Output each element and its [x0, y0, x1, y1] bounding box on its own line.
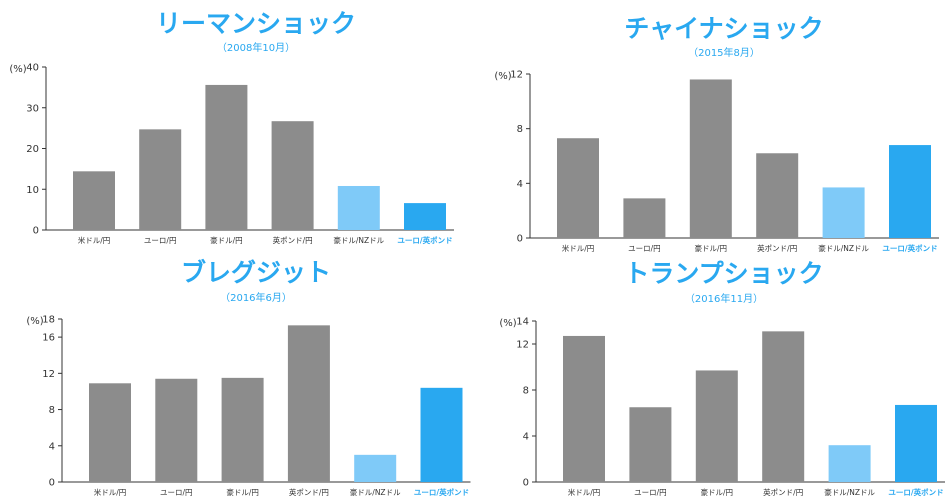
x-tick-label: 米ドル/円	[78, 235, 111, 245]
x-tick-label: 米ドル/円	[562, 243, 595, 253]
bar-4	[337, 185, 380, 230]
x-tick-label: ユーロ/英ポンド	[888, 487, 943, 497]
bar-2	[695, 370, 738, 482]
x-tick-label: 米ドル/円	[94, 487, 127, 497]
y-axis-unit-label: (%)	[494, 71, 511, 82]
bar-3	[756, 153, 799, 238]
x-tick-label: 英ポンド/円	[763, 487, 803, 497]
bar-1	[139, 129, 182, 230]
x-tick-label: 豪ドル/NZドル	[824, 487, 875, 497]
y-tick-label: 8	[49, 405, 55, 416]
y-tick-label: 12	[516, 340, 529, 351]
y-tick-label: 20	[26, 144, 39, 155]
y-axis-unit-label: (%)	[9, 64, 26, 75]
y-tick-label: 30	[26, 103, 39, 114]
x-tick-label: ユーロ/英ポンド	[397, 235, 452, 245]
bar-0	[557, 138, 599, 238]
bar-3	[271, 121, 314, 230]
chart-title: トランプショック	[624, 259, 823, 288]
x-tick-label: 英ポンド/円	[273, 235, 313, 245]
y-tick-label: 12	[42, 369, 55, 380]
y-tick-label: 18	[42, 315, 55, 326]
x-tick-label: ユーロ/英ポンド	[882, 243, 937, 253]
bar-0	[563, 335, 605, 482]
bar-3	[287, 325, 330, 482]
x-tick-label: ユーロ/円	[144, 236, 177, 245]
bar-1	[629, 407, 672, 482]
y-tick-label: 8	[517, 124, 523, 135]
y-tick-label: 0	[523, 478, 529, 489]
bar-5	[404, 203, 446, 230]
y-tick-label: 0	[517, 234, 523, 245]
bar-4	[354, 454, 397, 482]
x-tick-label: 豪ドル/NZドル	[333, 235, 384, 245]
bar-4	[822, 187, 865, 238]
x-tick-label: 英ポンド/円	[757, 243, 797, 253]
x-tick-label: ユーロ/英ポンド	[414, 487, 469, 497]
y-tick-label: 0	[33, 226, 39, 237]
bar-5	[420, 387, 463, 482]
bar-5	[895, 404, 937, 482]
x-tick-label: 豪ドル/円	[210, 235, 243, 245]
x-tick-label: 豪ドル/NZドル	[818, 243, 869, 253]
y-tick-label: 10	[26, 185, 39, 196]
x-tick-label: ユーロ/円	[160, 488, 193, 497]
x-tick-label: 豪ドル/NZドル	[350, 487, 401, 497]
y-tick-label: 14	[516, 317, 529, 328]
x-tick-label: ユーロ/円	[628, 244, 661, 253]
chart-title: ブレグジット	[181, 258, 331, 287]
y-tick-label: 8	[523, 386, 529, 397]
x-tick-label: 米ドル/円	[568, 487, 601, 497]
x-tick-label: 豪ドル/円	[695, 243, 728, 253]
bar-0	[73, 171, 115, 230]
y-tick-label: 12	[510, 70, 523, 81]
chart-title: リーマンショック	[156, 9, 356, 38]
bar-2	[221, 377, 264, 482]
y-tick-label: 40	[26, 63, 39, 74]
y-axis-unit-label: (%)	[26, 316, 43, 327]
bar-4	[828, 445, 871, 482]
x-tick-label: 豪ドル/円	[701, 487, 734, 497]
chart-title: チャイナショック	[624, 14, 823, 43]
bar-5	[889, 145, 931, 238]
y-tick-label: 16	[42, 333, 55, 344]
y-tick-label: 4	[523, 432, 529, 443]
bar-1	[623, 198, 666, 238]
x-tick-label: 豪ドル/円	[226, 487, 259, 497]
x-tick-label: ユーロ/円	[634, 488, 667, 497]
chart-subtitle: （2008年10月）	[217, 41, 295, 54]
bar-1	[155, 378, 198, 482]
bar-2	[689, 79, 732, 238]
bar-2	[205, 84, 248, 231]
x-tick-label: 英ポンド/円	[289, 487, 329, 497]
y-axis-unit-label: (%)	[499, 318, 516, 329]
y-tick-label: 0	[49, 478, 55, 489]
chart-subtitle: （2015年8月）	[688, 46, 760, 59]
y-tick-label: 4	[49, 441, 55, 452]
bar-0	[89, 383, 131, 482]
bar-3	[762, 331, 805, 482]
chart-subtitle: （2016年6月）	[220, 291, 292, 304]
chart-subtitle: （2016年11月）	[685, 292, 763, 305]
y-tick-label: 4	[517, 179, 523, 190]
